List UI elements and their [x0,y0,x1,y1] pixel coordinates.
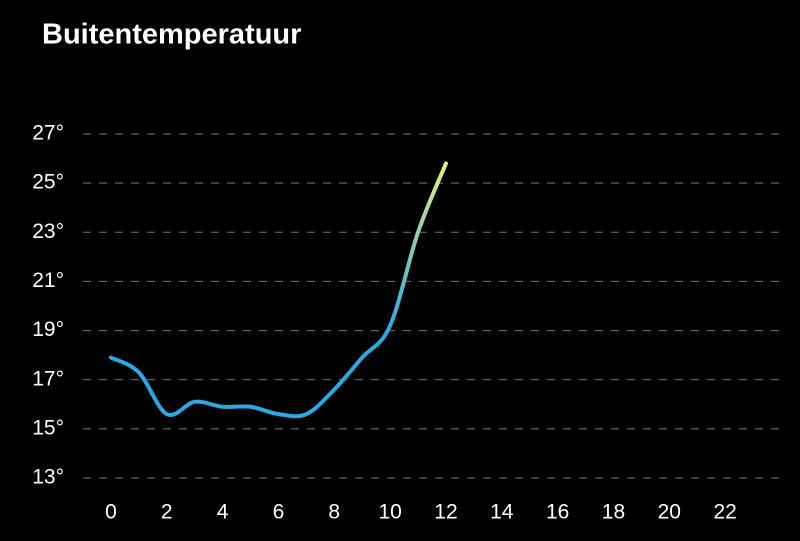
x-tick-label: 0 [105,501,117,524]
x-tick-label: 2 [161,501,173,524]
x-tick-label: 10 [378,501,401,524]
y-tick-label: 19° [32,318,64,341]
x-tick-label: 14 [490,501,514,524]
y-tick-label: 13° [32,466,64,489]
y-tick-label: 23° [32,220,64,243]
x-tick-label: 18 [602,501,625,524]
line [108,161,448,419]
x-tick-label: 20 [658,501,681,524]
y-tick-label: 15° [32,416,64,439]
x-tick-label: 12 [434,501,457,524]
chart-title: Buitentemperatuur [42,19,301,51]
x-tick-label: 8 [328,501,340,524]
x-tick-label: 22 [713,501,736,524]
x-tick-label: 16 [546,501,569,524]
y-tick-label: 25° [32,171,64,194]
y-tick-label: 27° [32,122,64,145]
x-tick-label: 4 [217,501,229,524]
x-tick-label: 6 [273,501,285,524]
y-tick-label: 21° [32,269,64,292]
y-tick-label: 17° [32,367,64,390]
